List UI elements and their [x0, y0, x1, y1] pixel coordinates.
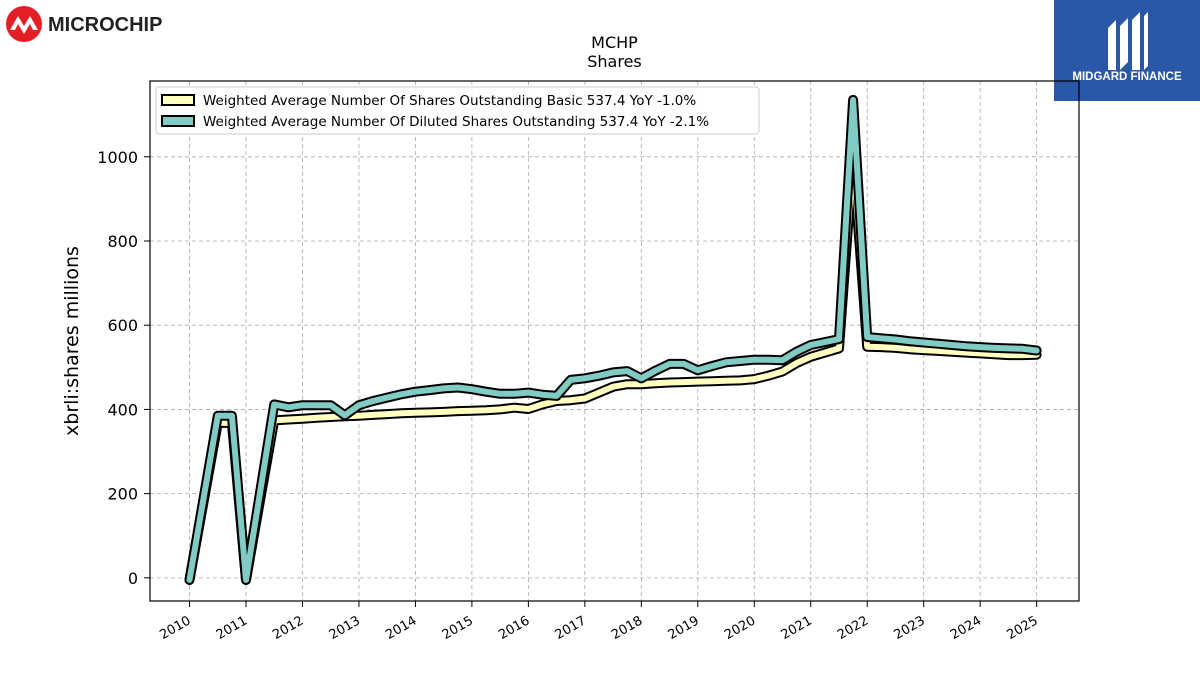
x-tick-label: 2016: [496, 613, 532, 643]
y-tick-label: 400: [107, 400, 138, 419]
series-1-line: [186, 96, 1040, 583]
x-tick-label: 2018: [609, 613, 645, 643]
x-tick-label: 2013: [327, 613, 363, 643]
x-tick-label: 2020: [722, 613, 758, 643]
series-lines: [184, 94, 1042, 585]
x-axis: 2010 2011 2012 2013 2014 2015 2016 2017 2018 2019…: [157, 601, 1041, 643]
chart-subtitle: Shares: [587, 52, 642, 71]
legend-label: Weighted Average Number Of Diluted Share…: [203, 114, 709, 130]
series-0-line: [186, 153, 1040, 583]
y-tick-label: 1000: [97, 148, 138, 167]
x-tick-label: 2012: [270, 613, 306, 643]
x-tick-label: 2017: [553, 613, 589, 643]
y-axis: 0 200 400 600 800 1000: [97, 148, 150, 588]
gridlines: [150, 81, 1079, 601]
y-tick-label: 600: [107, 316, 138, 335]
x-tick-label: 2021: [779, 613, 815, 643]
x-tick-label: 2023: [892, 613, 928, 643]
legend-label: Weighted Average Number Of Shares Outsta…: [203, 93, 696, 109]
y-tick-label: 800: [107, 232, 138, 251]
microchip-logo-icon: [6, 6, 42, 42]
x-tick-label: 2015: [440, 613, 476, 643]
x-tick-label: 2024: [948, 613, 984, 643]
plot-frame: [149, 80, 1080, 602]
legend-box: [155, 86, 760, 135]
chart-title: MCHP: [591, 33, 638, 52]
x-tick-label: 2019: [666, 613, 702, 643]
midgard-logo-icon: [1108, 12, 1148, 70]
y-tick-label: 200: [107, 485, 138, 504]
y-axis-label: xbrli:shares millions: [61, 246, 83, 436]
x-tick-label: 2010: [157, 613, 193, 643]
microchip-logo-text: MICROCHIP: [48, 14, 162, 36]
x-tick-label: 2014: [383, 613, 419, 643]
chart-legend: Weighted Average Number Of Shares Outsta…: [155, 86, 760, 135]
y-tick-label: 0: [128, 569, 138, 588]
midgard-finance-logo: MIDGARD FINANCE: [1054, 0, 1200, 101]
x-tick-label: 2025: [1004, 613, 1040, 643]
x-tick-label: 2022: [835, 613, 871, 643]
legend-swatch: [161, 115, 195, 127]
legend-swatch: [161, 94, 195, 106]
microchip-logo: MICROCHIP: [4, 4, 184, 44]
x-tick-label: 2011: [214, 613, 250, 643]
midgard-logo-text: MIDGARD FINANCE: [1072, 71, 1182, 83]
